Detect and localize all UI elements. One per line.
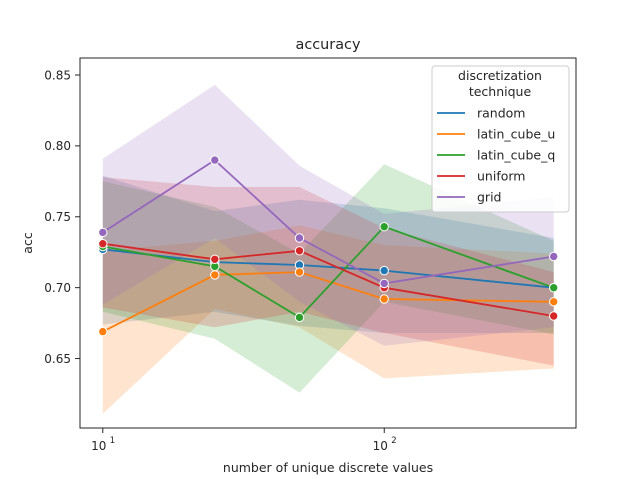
y-axis-label: acc [20, 232, 35, 254]
legend: discretization technique random latin_cub… [431, 65, 570, 213]
point-grid-4 [549, 251, 559, 262]
confidence-bands [102, 84, 554, 414]
point-uniform-2 [294, 246, 305, 256]
point-latin_cube_u-3 [379, 294, 389, 304]
chart-title: accuracy [296, 37, 361, 53]
y-tick-label: 0.75 [44, 210, 71, 224]
x-tick-label: 10 [373, 439, 388, 453]
point-grid-3 [379, 278, 389, 289]
point-uniform-0 [98, 239, 108, 249]
plot-frame [79, 57, 577, 429]
legend-label-latin_cube_q: latin_cube_q [477, 147, 555, 162]
y-tick-label: 0.70 [44, 281, 71, 295]
legend-label-random: random [477, 105, 525, 120]
legend-label-latin_cube_u: latin_cube_u [477, 126, 555, 141]
point-uniform-1 [210, 254, 220, 264]
point-latin_cube_u-2 [294, 267, 305, 277]
legend-title-line2: technique [469, 84, 532, 99]
x-axis-label: number of unique discrete values [223, 460, 433, 475]
x-tick-exponent: 2 [391, 436, 396, 446]
series-points [98, 155, 559, 337]
ci-band-latin_cube_q [102, 164, 554, 393]
point-latin_cube_u-1 [210, 270, 220, 280]
legend-label-grid: grid [477, 189, 501, 204]
point-grid-2 [294, 233, 305, 243]
point-latin_cube_u-0 [98, 326, 108, 337]
x-axis-ticks: 10 1 10 2 [91, 428, 397, 453]
point-grid-0 [98, 227, 108, 238]
point-grid-1 [210, 155, 220, 165]
point-latin_cube_u-4 [549, 297, 559, 307]
y-tick-label: 0.85 [44, 68, 71, 82]
x-tick-label: 10 [91, 439, 106, 453]
point-uniform-4 [549, 311, 559, 321]
point-latin_cube_q-2 [294, 312, 305, 323]
point-latin_cube_q-3 [379, 222, 389, 232]
point-latin_cube_q-4 [549, 283, 559, 293]
point-random-3 [379, 265, 389, 276]
y-tick-label: 0.80 [44, 139, 71, 153]
y-axis-ticks: 0.65 0.70 0.75 0.80 0.85 [44, 68, 80, 366]
ci-band-uniform [102, 177, 554, 366]
x-tick-exponent: 1 [110, 436, 115, 446]
y-tick-label: 0.65 [44, 352, 71, 366]
legend-box [431, 65, 570, 213]
ci-band-grid [102, 84, 554, 346]
legend-title-line1: discretization [458, 68, 542, 83]
legend-label-uniform: uniform [477, 168, 525, 183]
